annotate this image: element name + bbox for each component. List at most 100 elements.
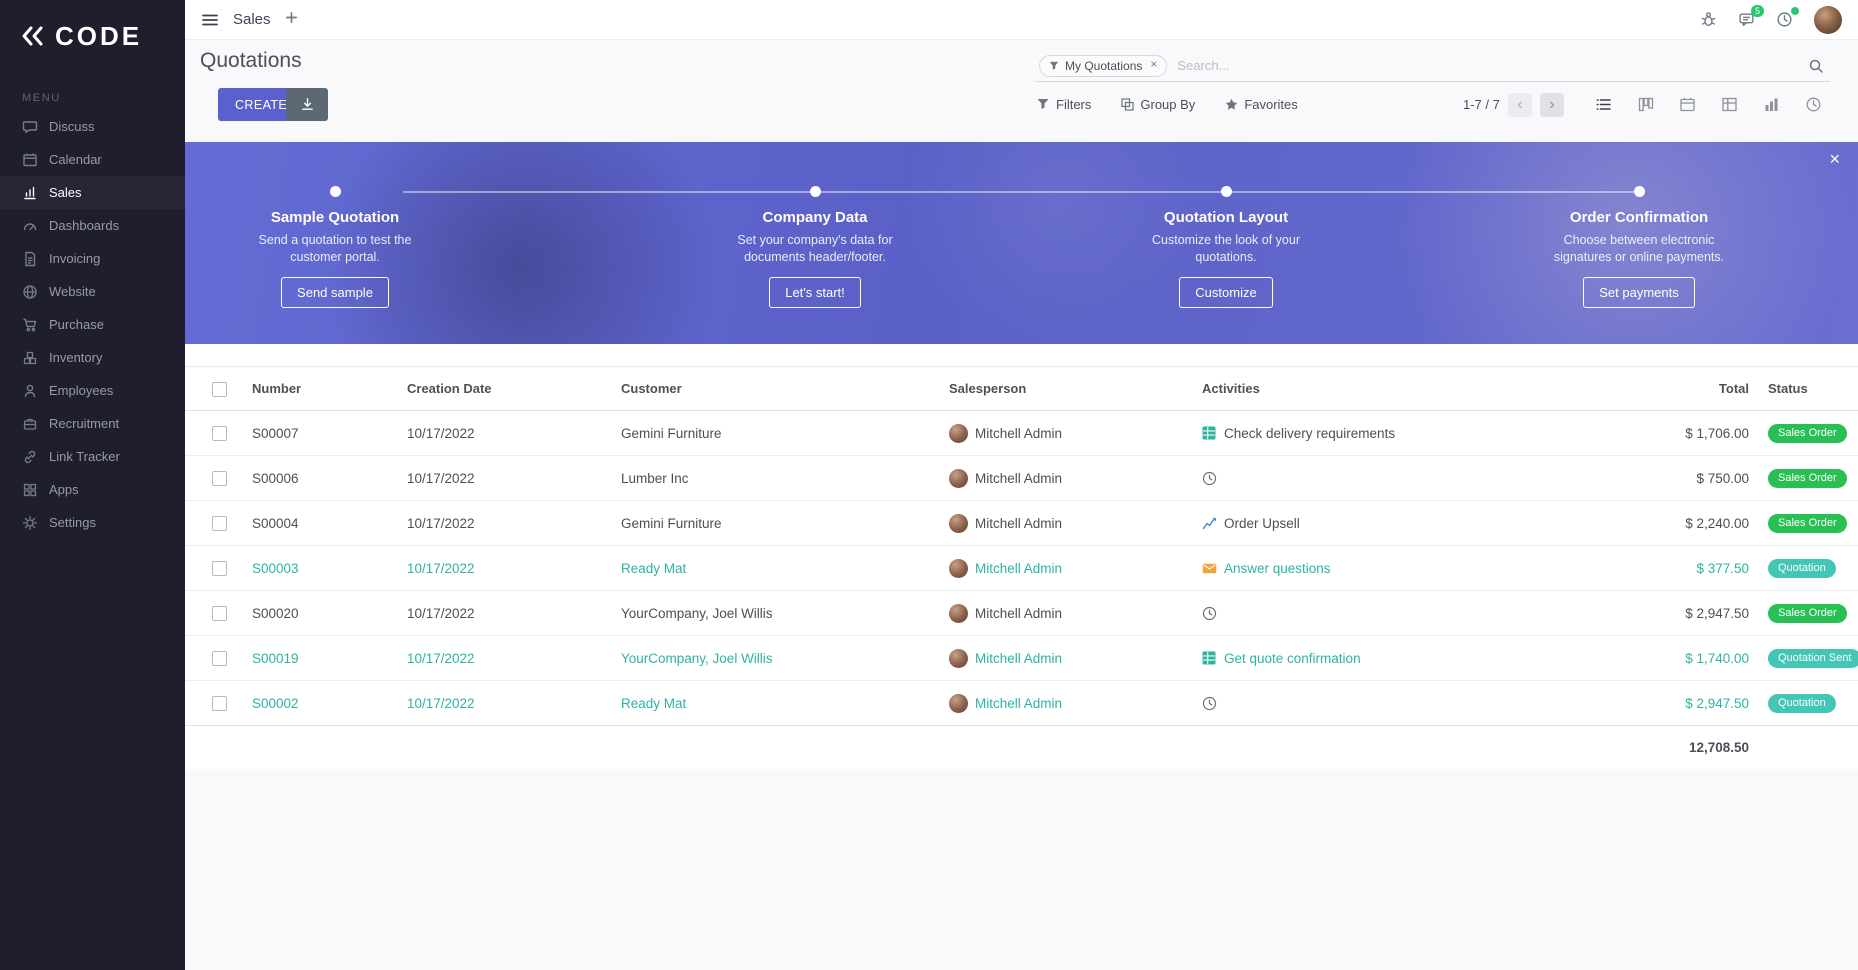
cell-customer[interactable]: YourCompany, Joel Willis: [604, 590, 932, 636]
status-badge[interactable]: Sales Order: [1768, 423, 1847, 443]
sidebar-item-inventory[interactable]: Inventory: [0, 341, 185, 374]
cell-salesperson[interactable]: Mitchell Admin: [932, 545, 1185, 591]
cell-total[interactable]: $ 750.00: [1565, 455, 1755, 501]
cell-total[interactable]: $ 2,947.50: [1565, 680, 1755, 726]
activity-grid-icon[interactable]: [1202, 651, 1217, 666]
sidebar-item-purchase[interactable]: Purchase: [0, 308, 185, 341]
search-input[interactable]: [1167, 57, 1808, 74]
cell-activity[interactable]: Check delivery requirements: [1185, 411, 1565, 456]
search-facet[interactable]: My Quotations ×: [1039, 54, 1168, 77]
cell-creation-date[interactable]: 10/17/2022: [407, 425, 475, 441]
group-by-button[interactable]: Group By: [1121, 97, 1195, 112]
sidebar-item-calendar[interactable]: Calendar: [0, 143, 185, 176]
column-header-status[interactable]: Status: [1755, 366, 1858, 411]
activity-envelope-icon[interactable]: [1202, 561, 1217, 576]
cell-total[interactable]: $ 377.50: [1565, 545, 1755, 591]
activity-clock-icon[interactable]: [1202, 606, 1217, 621]
list-view-button[interactable]: [1582, 88, 1624, 121]
cell-creation-date[interactable]: 10/17/2022: [390, 590, 604, 636]
row-checkbox[interactable]: [212, 650, 227, 666]
select-all-checkbox[interactable]: [212, 381, 227, 397]
cell-creation-date[interactable]: 10/17/2022: [390, 635, 604, 681]
column-header-customer[interactable]: Customer: [604, 366, 932, 411]
set-payments-button[interactable]: Set payments: [1583, 276, 1695, 308]
cell-customer[interactable]: Gemini Furniture: [621, 425, 722, 441]
status-badge[interactable]: Sales Order: [1768, 603, 1847, 623]
kanban-view-button[interactable]: [1624, 88, 1666, 121]
pager-previous-button[interactable]: ‹: [1507, 92, 1532, 117]
activities-icon[interactable]: [1776, 6, 1799, 29]
activity-clock-icon[interactable]: [1202, 696, 1217, 711]
cell-number[interactable]: S00004: [235, 500, 390, 546]
export-button[interactable]: [286, 88, 328, 121]
cell-salesperson[interactable]: Mitchell Admin: [932, 590, 1185, 636]
cell-total[interactable]: $ 2,240.00: [1565, 500, 1755, 546]
add-tab-icon[interactable]: [285, 11, 303, 29]
status-badge[interactable]: Quotation: [1768, 558, 1836, 578]
cell-number[interactable]: S00020: [235, 590, 390, 636]
cell-creation-date[interactable]: 10/17/2022: [390, 455, 604, 501]
status-badge[interactable]: Sales Order: [1768, 468, 1847, 488]
status-badge[interactable]: Quotation Sent: [1768, 648, 1858, 668]
sidebar-item-discuss[interactable]: Discuss: [0, 110, 185, 143]
cell-activity[interactable]: [1185, 590, 1565, 636]
status-badge[interactable]: Sales Order: [1768, 513, 1847, 533]
cell-number[interactable]: S00007: [252, 425, 299, 441]
debug-icon[interactable]: [1700, 11, 1718, 29]
cell-creation-date[interactable]: 10/17/2022: [390, 680, 604, 726]
column-header-salesperson[interactable]: Salesperson: [932, 366, 1185, 411]
customize-button[interactable]: Customize: [1179, 276, 1273, 308]
cell-salesperson[interactable]: Mitchell Admin: [932, 500, 1185, 546]
cell-activity[interactable]: Answer questions: [1185, 545, 1565, 591]
row-checkbox[interactable]: [212, 470, 227, 486]
favorites-button[interactable]: Favorites: [1225, 97, 1298, 112]
cell-customer[interactable]: Gemini Furniture: [604, 500, 932, 546]
cell-salesperson[interactable]: Mitchell Admin: [932, 411, 1185, 456]
app-logo[interactable]: CODE: [0, 0, 185, 72]
column-header-number[interactable]: Number: [235, 366, 390, 411]
search-icon[interactable]: [1808, 58, 1824, 74]
status-badge[interactable]: Quotation: [1768, 693, 1836, 713]
sidebar-item-invoicing[interactable]: Invoicing: [0, 242, 185, 275]
cell-activity[interactable]: [1185, 455, 1565, 501]
cell-total[interactable]: $ 2,947.50: [1565, 590, 1755, 636]
active-module-label[interactable]: Sales: [233, 11, 271, 28]
cell-number[interactable]: S00002: [235, 680, 390, 726]
row-checkbox[interactable]: [212, 560, 227, 576]
cell-salesperson[interactable]: Mitchell Admin: [932, 455, 1185, 501]
activity-grid-icon[interactable]: [1202, 426, 1217, 441]
cell-customer[interactable]: Ready Mat: [604, 680, 932, 726]
graph-view-button[interactable]: [1750, 88, 1792, 121]
activity-view-button[interactable]: [1792, 88, 1834, 121]
cell-creation-date[interactable]: 10/17/2022: [390, 500, 604, 546]
cell-total[interactable]: $ 1,740.00: [1565, 635, 1755, 681]
cell-total[interactable]: $ 1,706.00: [1685, 425, 1749, 441]
row-checkbox[interactable]: [212, 605, 227, 621]
sidebar-item-employees[interactable]: Employees: [0, 374, 185, 407]
cell-creation-date[interactable]: 10/17/2022: [390, 545, 604, 591]
cell-number[interactable]: S00019: [235, 635, 390, 681]
cell-activity[interactable]: Order Upsell: [1185, 500, 1565, 546]
cell-salesperson[interactable]: Mitchell Admin: [932, 680, 1185, 726]
sidebar-item-recruitment[interactable]: Recruitment: [0, 407, 185, 440]
sidebar-item-settings[interactable]: Settings: [0, 506, 185, 539]
sidebar-item-apps[interactable]: Apps: [0, 473, 185, 506]
menu-toggle-icon[interactable]: [201, 11, 219, 29]
column-header-total[interactable]: Total: [1565, 366, 1755, 411]
cell-customer[interactable]: Lumber Inc: [604, 455, 932, 501]
activity-chart-icon[interactable]: [1202, 516, 1217, 531]
messages-icon[interactable]: 5: [1738, 4, 1764, 29]
banner-close-icon[interactable]: ×: [1829, 149, 1840, 169]
cell-activity[interactable]: Get quote confirmation: [1185, 635, 1565, 681]
cell-customer[interactable]: Ready Mat: [604, 545, 932, 591]
calendar-view-button[interactable]: [1666, 88, 1708, 121]
user-avatar[interactable]: [1814, 5, 1842, 34]
send-sample-button[interactable]: Send sample: [281, 276, 389, 308]
sidebar-item-link-tracker[interactable]: Link Tracker: [0, 440, 185, 473]
column-header-creation-date[interactable]: Creation Date: [390, 366, 604, 411]
filters-button[interactable]: Filters: [1037, 97, 1091, 112]
cell-number[interactable]: S00003: [235, 545, 390, 591]
cell-customer[interactable]: YourCompany, Joel Willis: [604, 635, 932, 681]
activity-clock-icon[interactable]: [1202, 471, 1217, 486]
row-checkbox[interactable]: [212, 515, 227, 531]
